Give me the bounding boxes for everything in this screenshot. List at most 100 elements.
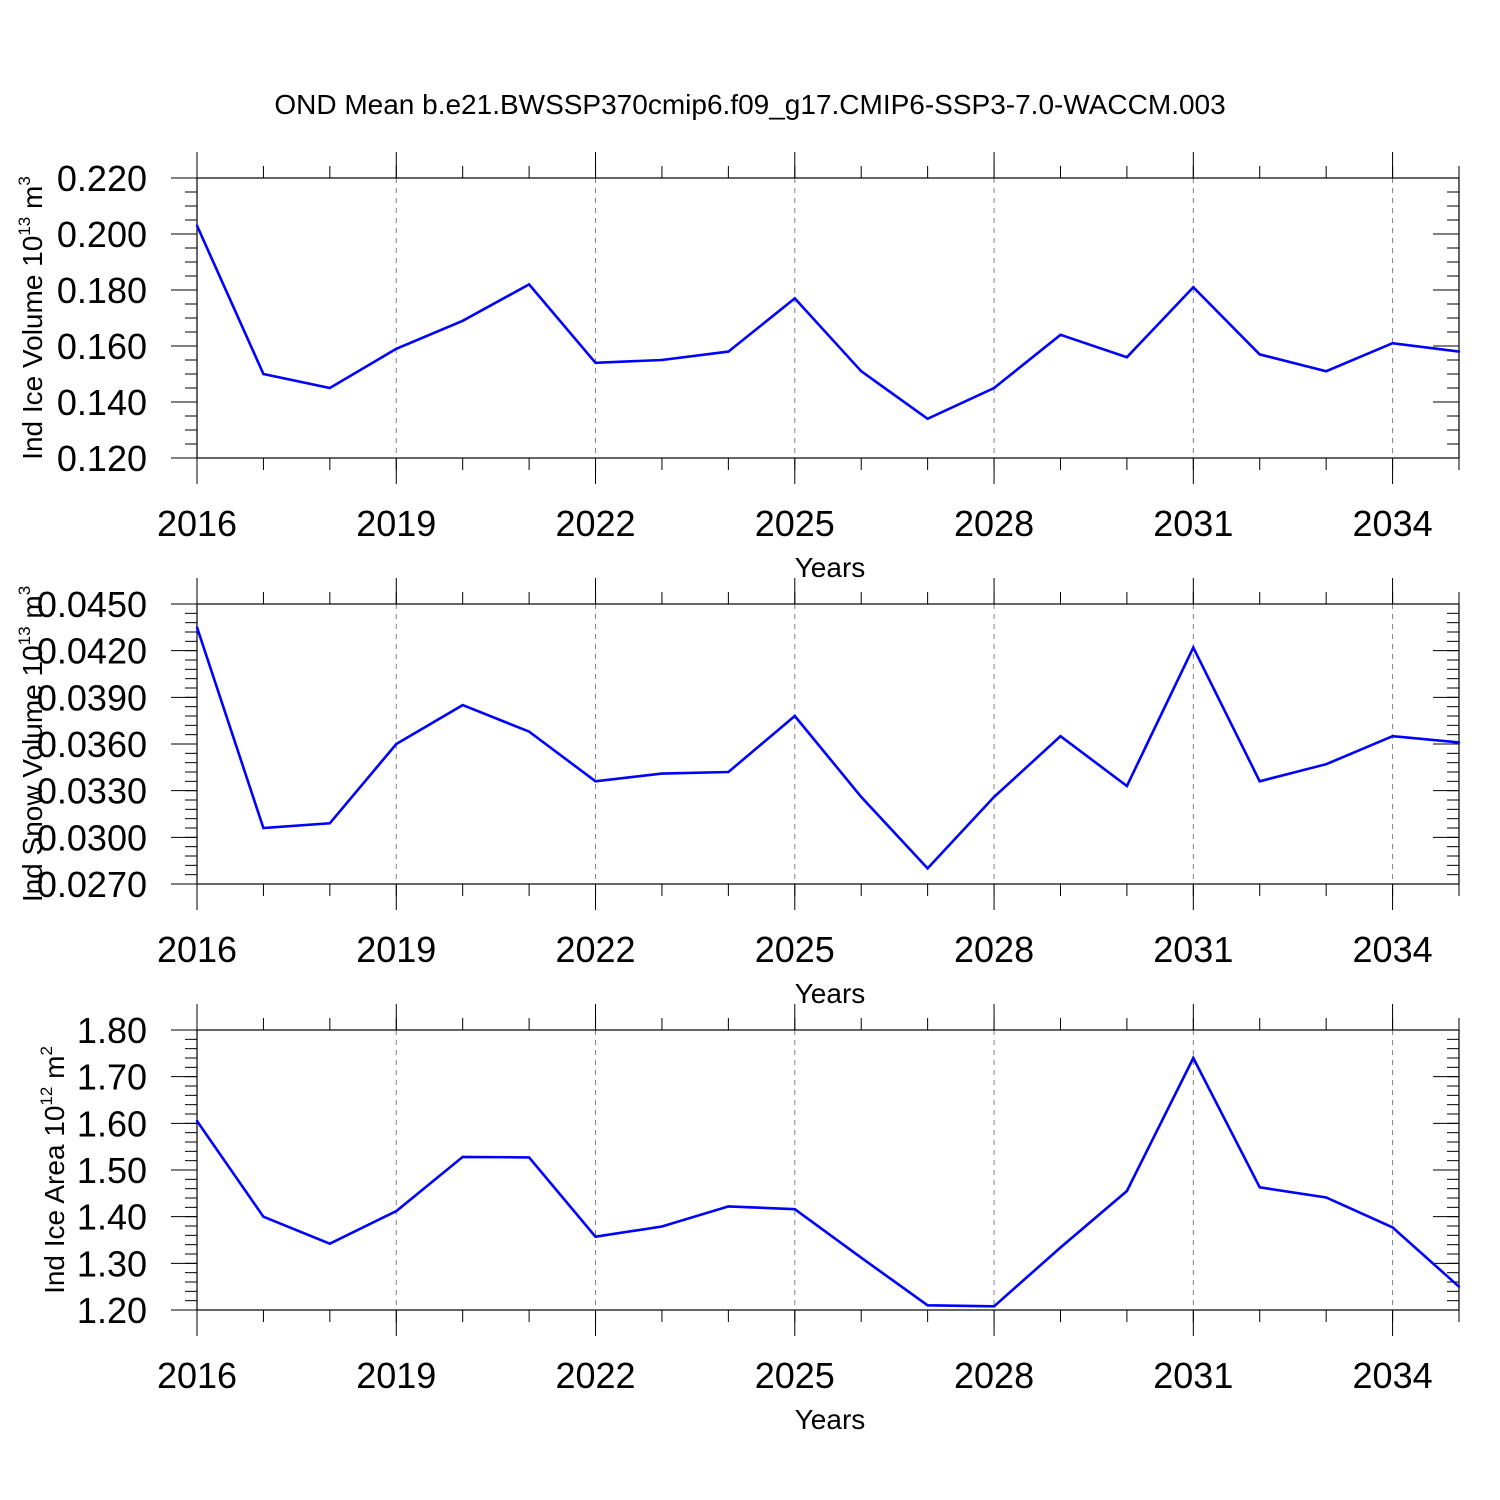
snow-volume-y-label-unit-exponent: 3 — [15, 586, 34, 595]
ice-volume-data-point — [926, 417, 929, 420]
ice-area-data-point — [1125, 1189, 1129, 1193]
ice-volume-data-point — [660, 358, 664, 362]
ice-area-data-point — [1457, 1285, 1461, 1288]
ice-area-x-tick-label: 2028 — [954, 1355, 1034, 1396]
ice-volume-y-tick-label: 0.140 — [57, 382, 147, 423]
snow-volume-data-point — [992, 795, 996, 799]
ice-area-data-point — [992, 1305, 996, 1308]
snow-volume-data-point — [1059, 735, 1062, 738]
ice-volume-y-label-unit: m — [17, 186, 48, 217]
ice-area-x-tick-label: 2022 — [555, 1355, 635, 1396]
snow-volume-x-tick-label: 2016 — [157, 929, 237, 970]
snow-volume-y-tick-label: 0.0330 — [37, 771, 147, 812]
ice-volume-data-point — [461, 319, 464, 322]
snow-volume-x-tick-label: 2034 — [1353, 929, 1433, 970]
ice-area-x-tick-label: 2034 — [1353, 1355, 1433, 1396]
snow-volume-data-point — [195, 626, 199, 629]
snow-volume-y-tick-label: 0.0300 — [37, 817, 147, 858]
snow-volume-y-tick-label: 0.0420 — [37, 631, 147, 672]
snow-volume-x-tick-label: 2028 — [954, 929, 1034, 970]
ice-area-x-tick-label: 2025 — [755, 1355, 835, 1396]
ice-area-series-line — [195, 1055, 1460, 1308]
ice-volume-data-point — [328, 386, 332, 390]
snow-volume-data-point — [461, 703, 464, 707]
ice-volume-y-tick-label: 0.120 — [57, 438, 147, 479]
ice-volume-data-point — [195, 224, 199, 227]
snow-volume-y-label-unit: m — [17, 595, 48, 626]
ice-volume-x-tick-label: 2022 — [555, 503, 635, 544]
ice-volume-data-point — [527, 283, 531, 286]
ice-volume-x-tick-label: 2025 — [755, 503, 835, 544]
ice-area-y-tick-label: 1.50 — [77, 1150, 147, 1191]
ice-volume-data-point — [727, 350, 730, 353]
snow-volume-x-tick-label: 2031 — [1153, 929, 1233, 970]
ice-volume-data-point — [1457, 350, 1461, 353]
snow-volume-y-tick-label: 0.0360 — [37, 724, 147, 765]
snow-volume-x-tick-label: 2019 — [356, 929, 436, 970]
snow-volume-data-point — [328, 822, 332, 825]
snow-volume-data-point — [727, 770, 730, 774]
snow-volume-y-label-exponent: 13 — [15, 626, 34, 645]
ice-area-data-point — [461, 1155, 464, 1159]
ice-area-data-point — [1258, 1186, 1261, 1189]
snow-volume-data-point — [1192, 646, 1195, 649]
snow-volume-data-point — [660, 772, 664, 775]
snow-volume-data-point — [395, 742, 398, 746]
ice-area-data-point — [1192, 1056, 1195, 1060]
snow-volume-y-tick-label: 0.0270 — [37, 864, 147, 905]
snow-volume-y-axis-label: Ind Snow Volume 1013 m3 — [15, 586, 48, 902]
ice-volume-data-point — [1391, 342, 1394, 345]
ice-volume-x-tick-label: 2019 — [356, 503, 436, 544]
ice-volume-data-point — [262, 372, 265, 376]
ice-area-y-tick-label: 1.70 — [77, 1057, 147, 1098]
ice-area-panel: 2016 2019 2022 2025 2028 2031 2034 1.20 1.30 1.40… — [37, 1004, 1461, 1435]
snow-volume-data-point — [1457, 741, 1461, 744]
snow-volume-data-point — [1258, 780, 1261, 783]
ice-area-y-label-exponent: 12 — [37, 1087, 56, 1106]
snow-volume-data-point — [793, 714, 796, 718]
snow-volume-data-point — [527, 730, 531, 733]
snow-volume-y-tick-label: 0.0390 — [37, 677, 147, 718]
ice-volume-x-tick-label: 2028 — [954, 503, 1034, 544]
ice-area-data-point — [195, 1119, 199, 1123]
snow-volume-plot-frame — [196, 603, 1460, 885]
ice-area-x-axis-label: Years — [795, 1404, 866, 1435]
ice-area-data-point — [793, 1208, 796, 1211]
ice-volume-data-point — [1192, 286, 1195, 289]
snow-volume-data-point — [1324, 763, 1328, 766]
figure-title: OND Mean b.e21.BWSSP370cmip6.f09_g17.CMI… — [274, 89, 1225, 120]
ice-area-y-label-unit-exponent: 2 — [37, 1046, 56, 1055]
snow-volume-y-label-text: Ind Snow Volume 10 — [17, 645, 48, 902]
snow-volume-x-tick-label: 2025 — [755, 929, 835, 970]
ice-volume-y-label-exponent: 13 — [15, 217, 34, 236]
ice-volume-y-tick-label: 0.200 — [57, 214, 147, 255]
ice-volume-data-point — [395, 347, 398, 350]
snow-volume-data-point — [926, 867, 929, 870]
ice-area-data-point — [727, 1205, 730, 1208]
ice-area-plot-frame — [196, 1029, 1460, 1311]
ice-volume-x-tick-label: 2016 — [157, 503, 237, 544]
ice-area-x-tick-label: 2019 — [356, 1355, 436, 1396]
ice-volume-y-axis-label: Ind Ice Volume 1013 m3 — [15, 176, 48, 460]
ice-volume-data-point — [1059, 333, 1062, 336]
ice-volume-data-point — [793, 297, 796, 300]
snow-volume-data-point — [594, 780, 597, 783]
ice-area-data-point — [1391, 1226, 1394, 1229]
ice-volume-y-tick-label: 0.220 — [57, 158, 147, 199]
ice-area-y-tick-label: 1.80 — [77, 1010, 147, 1051]
snow-volume-data-point — [860, 795, 863, 799]
ice-volume-y-label-text: Ind Ice Volume 10 — [17, 236, 48, 460]
ice-area-y-tick-label: 1.60 — [77, 1103, 147, 1144]
ice-area-data-point — [1059, 1246, 1062, 1249]
ice-area-y-axis-label: Ind Ice Area 1012 m2 — [37, 1046, 70, 1294]
ice-area-data-point — [395, 1209, 398, 1213]
ice-volume-data-point — [1258, 353, 1261, 356]
ice-area-x-tick-label: 2016 — [157, 1355, 237, 1396]
ice-area-data-point — [1324, 1196, 1328, 1199]
ice-volume-data-point — [1324, 370, 1328, 373]
snow-volume-data-point — [1391, 735, 1394, 738]
ice-volume-x-tick-label: 2031 — [1153, 503, 1233, 544]
snow-volume-y-tick-label: 0.0450 — [37, 584, 147, 625]
ice-area-data-point — [860, 1256, 863, 1259]
